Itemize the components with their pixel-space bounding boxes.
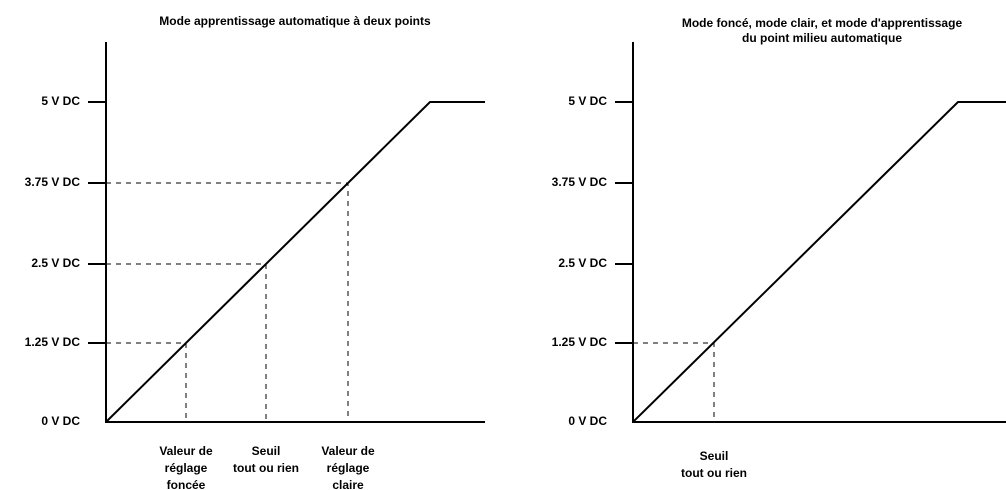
y-label: 5 V DC — [41, 94, 80, 108]
y-label: 1.25 V DC — [25, 335, 81, 349]
guides — [106, 182, 349, 422]
left-chart: Mode apprentissage automatique à deux po… — [25, 14, 485, 490]
x-label: Valeur de — [321, 444, 375, 458]
guides — [633, 342, 715, 422]
chart-title: Mode apprentissage automatique à deux po… — [159, 14, 431, 28]
x-label: réglage — [165, 461, 208, 475]
x-label: Valeur de — [159, 444, 213, 458]
y-label: 3.75 V DC — [552, 175, 608, 189]
ticks — [88, 101, 106, 344]
x-label: claire — [332, 478, 364, 490]
axes — [632, 42, 1006, 423]
y-label: 2.5 V DC — [558, 256, 607, 270]
x-label: Seuil — [700, 449, 729, 463]
y-label: 2.5 V DC — [31, 256, 80, 270]
x-label: Seuil — [252, 444, 281, 458]
x-label: foncée — [167, 478, 206, 490]
y-label: 0 V DC — [568, 414, 607, 428]
ticks — [615, 101, 633, 344]
y-label: 3.75 V DC — [25, 175, 81, 189]
y-label: 0 V DC — [41, 414, 80, 428]
x-label: tout ou rien — [233, 461, 299, 475]
chart-title: Mode foncé, mode clair, et mode d'appren… — [682, 16, 963, 30]
y-label: 1.25 V DC — [552, 335, 608, 349]
x-label: tout ou rien — [681, 466, 747, 480]
x-label: réglage — [327, 461, 370, 475]
response-line — [105, 101, 485, 423]
chart-title: du point milieu automatique — [742, 31, 902, 45]
right-chart: Mode foncé, mode clair, et mode d'appren… — [552, 16, 1006, 480]
y-label: 5 V DC — [568, 94, 607, 108]
response-line — [632, 101, 1006, 423]
